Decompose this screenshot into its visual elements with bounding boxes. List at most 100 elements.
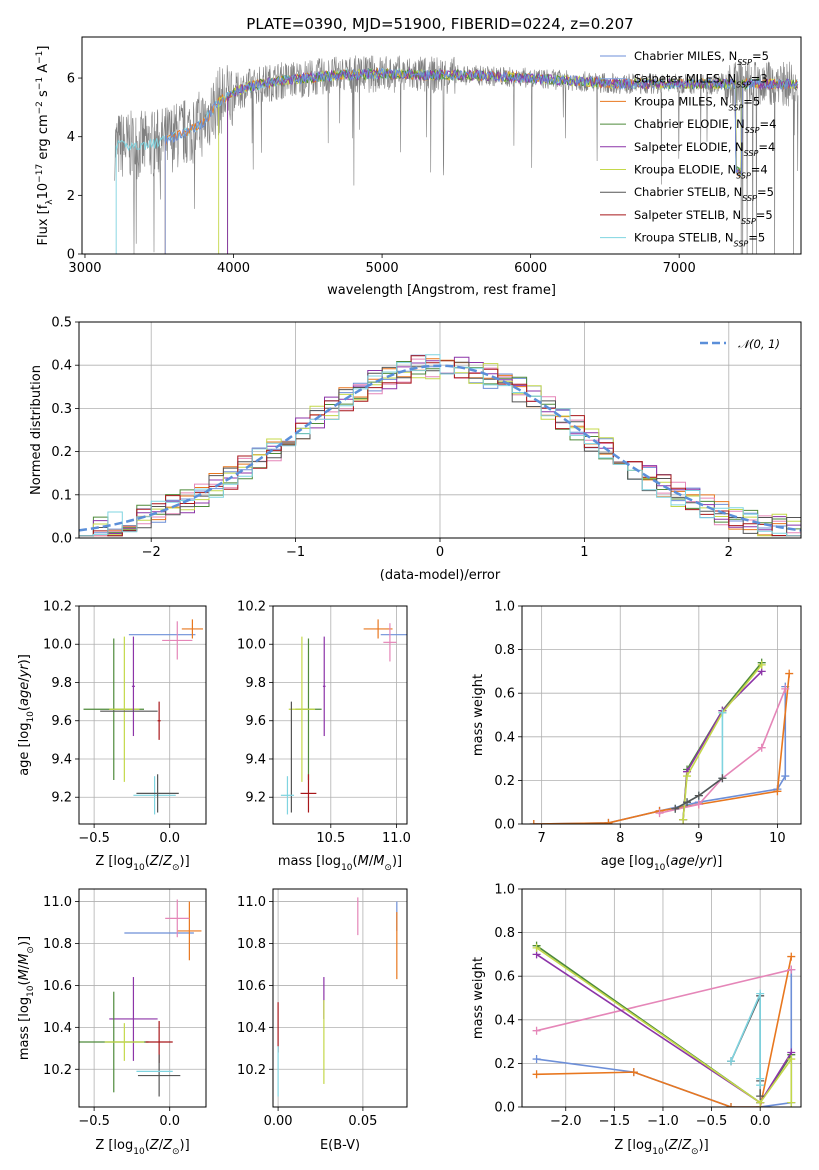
legend-entry: 𝒩(0, 1) (738, 337, 780, 351)
data-point (773, 787, 782, 796)
x-tick-label: 0.00 (264, 1114, 293, 1129)
x-tick-label: 6000 (514, 261, 547, 276)
y-tick-label: 10.8 (237, 937, 266, 952)
y-tick-label: 10.2 (237, 600, 266, 615)
axes-frame (272, 605, 408, 825)
x-tick-label: −2 (142, 545, 161, 560)
x-tick-label: 0.05 (348, 1114, 377, 1129)
data-point (787, 1098, 796, 1107)
axes-age_vs_mass: 10.5 11.0 9.2 9.4 9.6 9.8 10.0 10.2 mass [log10(… (237, 600, 411, 874)
x-axis-label: (data-model)/error (380, 568, 501, 583)
y-tick-label: 0.6 (494, 687, 515, 702)
x-tick-label: 10.5 (316, 831, 345, 846)
y-tick-label: 0.4 (494, 730, 515, 745)
axes-mass_vs_ebv: 0.00 0.05 10.2 10.4 10.6 10.8 11.0 E(B-V) (237, 888, 408, 1153)
x-tick-label: 7 (538, 831, 546, 846)
y-tick-label: 9.2 (51, 791, 72, 806)
series-line (536, 945, 792, 1104)
y-tick-label: 11.0 (237, 895, 266, 910)
x-tick-label: −0.5 (78, 831, 110, 846)
series-line (536, 953, 792, 1104)
axes-frame (78, 605, 207, 825)
gaussian-curve (79, 364, 801, 532)
series-line (682, 664, 763, 820)
y-axis-label: Flux [fλ10−17 erg cm−2 s−1 A−1] (35, 46, 55, 246)
plot-area-age_vs_mass (280, 619, 407, 815)
y-tick-label: 10.6 (43, 979, 72, 994)
y-tick-label: 9.2 (245, 791, 266, 806)
series-line (533, 686, 787, 824)
plot-area-mass_weight_vs_age (529, 658, 794, 824)
series-line (536, 968, 792, 1032)
y-tick-label: 10.2 (43, 1063, 72, 1078)
plot-area-spectrum (114, 55, 799, 254)
legend-entry: Kroupa STELIB, NSSP=5 (634, 231, 765, 249)
x-axis-label: wavelength [Angstrom, rest frame] (327, 283, 556, 298)
x-tick-label: −1 (286, 545, 305, 560)
x-tick-label: 1 (580, 545, 588, 560)
legend-entry: Chabrier STELIB, NSSP=5 (634, 185, 774, 203)
data-point (694, 800, 703, 809)
data-point (529, 820, 538, 824)
data-point (727, 1103, 736, 1107)
figure-title: PLATE=0390, MJD=51900, FIBERID=0224, z=0… (246, 15, 633, 33)
y-tick-label: 0.3 (51, 402, 72, 417)
y-tick-label: 10.4 (43, 1021, 72, 1036)
y-tick-label: 4 (67, 130, 75, 145)
data-point (787, 965, 796, 974)
y-tick-label: 10.8 (43, 937, 72, 952)
y-tick-label: 10.0 (43, 638, 72, 653)
x-tick-label: −1.5 (599, 1114, 631, 1129)
axes-frame (78, 888, 207, 1108)
legend-entry: Salpeter MILES, NSSP=3 (634, 72, 768, 90)
y-tick-label: 9.4 (51, 752, 72, 767)
x-tick-label: 2 (725, 545, 733, 560)
x-tick-label: 5000 (366, 261, 399, 276)
x-axis-label: E(B-V) (320, 1138, 360, 1153)
data-point (532, 1026, 541, 1035)
x-tick-label: −2.0 (550, 1114, 582, 1129)
plot-area-age_vs_Z (83, 619, 203, 815)
model-spectrum (227, 67, 798, 254)
data-point (781, 772, 790, 781)
data-point (532, 943, 541, 952)
plot-area-mass_vs_ebv (277, 897, 398, 1097)
y-tick-label: 9.6 (245, 714, 266, 729)
data-point (757, 743, 766, 752)
y-tick-label: 10.4 (237, 1021, 266, 1036)
y-tick-label: 0.6 (494, 970, 515, 985)
x-tick-label: −1.0 (647, 1114, 679, 1129)
y-tick-label: 0.8 (494, 643, 515, 658)
y-tick-label: 9.6 (51, 714, 72, 729)
axes-frame (272, 888, 408, 1108)
x-tick-label: 9 (695, 831, 703, 846)
y-tick-label: 0.8 (494, 926, 515, 941)
data-point (785, 669, 794, 678)
y-tick-label: 10.0 (237, 638, 266, 653)
x-axis-label: mass [log10(M/M⊙)] (278, 854, 402, 873)
y-tick-label: 0.1 (51, 488, 72, 503)
axes-mass_weight_vs_Z: −2.0 −1.5 −1.0 −0.5 0.0 0.0 0.2 0.4 0.6 0.8 1.0 Z [… (471, 883, 802, 1157)
x-tick-label: 0.0 (159, 1114, 180, 1129)
y-axis-label: mass weight (471, 674, 486, 756)
y-tick-label: 0.0 (51, 532, 72, 547)
data-point (683, 772, 692, 781)
legend-entry: Chabrier ELODIE, NSSP=4 (634, 117, 776, 135)
plot-area-residuals (79, 354, 801, 537)
data-point (679, 815, 688, 824)
x-tick-label: 0.0 (750, 1114, 771, 1129)
y-tick-label: 0.2 (494, 1057, 515, 1072)
x-tick-label: −0.5 (78, 1114, 110, 1129)
y-tick-label: 11.0 (43, 895, 72, 910)
y-tick-label: 0.2 (494, 774, 515, 789)
x-tick-label: 0 (436, 545, 444, 560)
data-point (787, 952, 796, 961)
legend-entry: Chabrier MILES, NSSP=5 (634, 49, 769, 67)
y-axis-label: mass [log10(M/M⊙)] (17, 936, 36, 1060)
data-point (718, 708, 727, 717)
data-point (671, 804, 680, 813)
x-tick-label: 10 (769, 831, 786, 846)
y-axis-label: Normed distribution (29, 365, 44, 495)
data-point (756, 1092, 765, 1101)
